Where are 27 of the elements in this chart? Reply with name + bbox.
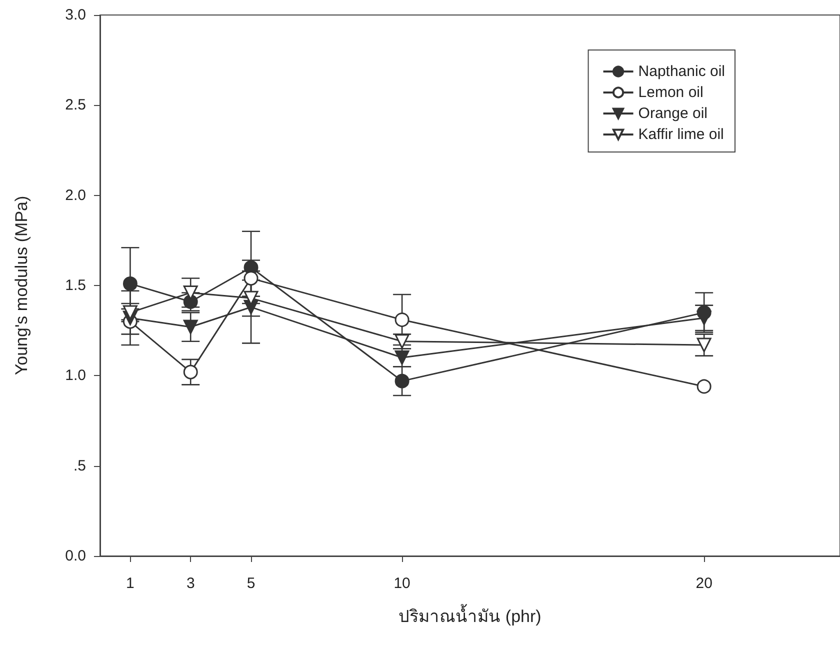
point [122, 276, 138, 291]
y-tick-label: 0.0 [65, 548, 86, 564]
legend-label: Napthanic oil [638, 63, 725, 80]
point [696, 310, 712, 326]
legend-label: Kaffir lime oil [638, 126, 724, 143]
x-tick-label: 1 [126, 575, 134, 592]
legend-label: Orange oil [638, 105, 708, 122]
y-tick-label: 2.0 [65, 186, 86, 204]
x-tick-label: 3 [186, 575, 195, 592]
point [394, 374, 410, 388]
y-axis-title: Young's modulus (MPa) [12, 196, 31, 376]
x-axis-title: ปริมาณน้ำมัน (phr) [398, 604, 542, 626]
point [394, 312, 410, 328]
point [183, 320, 198, 334]
point [696, 379, 712, 394]
point [183, 364, 198, 380]
y-tick-label: 1.5 [65, 277, 86, 294]
legend-label: Lemon oil [638, 84, 704, 101]
y-tick-label: 2.5 [65, 96, 86, 114]
x-tick-label: 20 [696, 575, 712, 592]
x-tick-label: 5 [246, 575, 256, 592]
point [244, 271, 258, 286]
y-tick-label: .5 [73, 457, 86, 474]
x-tick-label: 10 [394, 575, 410, 592]
point [696, 338, 712, 352]
y-tick-label: 1.0 [65, 367, 86, 384]
y-tick-label: 3.0 [65, 6, 86, 24]
